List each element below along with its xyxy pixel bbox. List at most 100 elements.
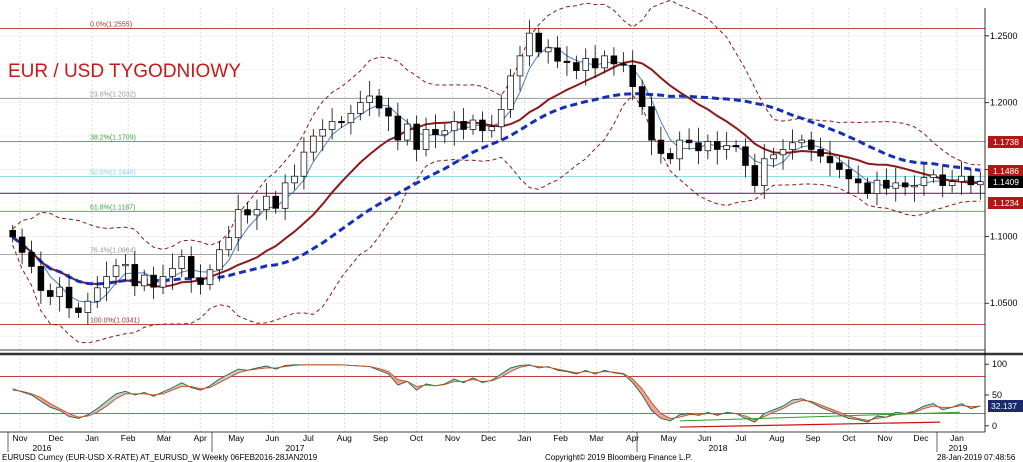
candle-body — [469, 119, 477, 130]
candle-body — [366, 95, 373, 104]
candle-body — [591, 58, 599, 69]
candle-body — [620, 63, 627, 66]
y-tick-label: 1.0500 — [990, 298, 1018, 308]
candle-body — [9, 229, 16, 238]
candle-body — [281, 182, 289, 209]
candle-body — [112, 265, 120, 277]
year-label: 2016 — [33, 443, 52, 453]
year-label: 2018 — [709, 443, 728, 453]
candle-body — [751, 165, 759, 186]
candle-body — [563, 60, 571, 63]
candle-body — [582, 58, 590, 71]
candle-body — [789, 142, 796, 150]
candle-body — [300, 151, 308, 177]
candle-body — [103, 276, 110, 289]
candle-body — [864, 182, 871, 194]
candle-body — [911, 185, 918, 188]
x-tick-label: Mar — [589, 433, 604, 443]
candle-body — [413, 123, 420, 150]
candle-body — [873, 179, 881, 194]
candle-body — [450, 121, 458, 132]
x-tick-label: Oct — [842, 433, 856, 443]
x-tick-label: Jan — [518, 433, 532, 443]
candle-body — [375, 95, 383, 109]
candle-body — [770, 154, 777, 160]
candle-body — [206, 269, 214, 285]
x-tick-label: Jun — [265, 433, 279, 443]
candle-body — [47, 290, 54, 297]
candle-body — [920, 177, 928, 186]
candle-body — [225, 237, 233, 251]
candle-body — [263, 195, 270, 210]
stoch-fill — [923, 403, 934, 409]
candle-body — [732, 145, 740, 148]
stoch-fill — [228, 369, 239, 378]
candle-body — [310, 135, 317, 153]
candle-body — [648, 106, 655, 141]
candle-body — [432, 129, 439, 136]
candle-body — [244, 209, 251, 216]
fib-label: 100.0%(1.0341) — [90, 317, 140, 324]
stoch-tag-label: 32.137 — [991, 401, 1017, 411]
candle-body — [234, 209, 242, 239]
candle-body — [253, 209, 261, 216]
candle-body — [977, 181, 984, 186]
stoch-fill — [764, 409, 774, 417]
stoch-tick-label: 50 — [992, 390, 1002, 400]
candle-body — [197, 277, 204, 285]
stoch-fill — [219, 374, 229, 383]
x-tick-label: Feb — [121, 433, 136, 443]
candle-body — [930, 174, 937, 178]
price-tag-label: 1.1234 — [993, 198, 1019, 208]
fib-label: 23.6%(1.2032) — [90, 91, 136, 98]
x-tick-label: Jun — [698, 433, 712, 443]
x-tick-label: Sep — [805, 433, 820, 443]
candle-body — [394, 115, 402, 141]
candle-body — [638, 86, 646, 108]
candle-body — [845, 169, 853, 180]
grid-lines — [0, 8, 985, 432]
candle-body — [667, 153, 674, 160]
stoch-fill — [501, 367, 511, 378]
chart-title: EUR / USD TYGODNIOWY — [8, 61, 241, 82]
stoch-fill — [642, 388, 652, 411]
stoch-fill — [773, 406, 784, 413]
stoch-tick-label: 0 — [992, 421, 997, 431]
candle-body — [901, 182, 909, 188]
candle-body — [939, 174, 946, 186]
candle-body — [798, 139, 806, 144]
candle-body — [150, 274, 157, 288]
price-tag-label: 1.1486 — [993, 166, 1019, 176]
candle-body — [807, 139, 815, 150]
candle-body — [573, 62, 580, 71]
candle-body — [704, 141, 712, 152]
candle-body — [385, 107, 392, 117]
candle-body — [826, 155, 834, 164]
stoch-trend-red — [679, 421, 941, 428]
candle-body — [507, 75, 514, 110]
candle-body — [629, 64, 636, 87]
stoch-trend-green — [679, 411, 961, 422]
x-tick-label: Sep — [373, 433, 388, 443]
candle-body — [216, 249, 223, 271]
y-tick-label: 1.2500 — [990, 31, 1018, 41]
bollinger-bands — [12, 0, 981, 344]
candle-body — [28, 252, 35, 267]
price-tag-box — [988, 176, 1023, 188]
candle-body — [187, 256, 195, 279]
candle-body — [291, 175, 298, 184]
candle-body — [122, 264, 129, 267]
x-tick-label: May — [228, 433, 245, 443]
candle-body — [460, 121, 467, 130]
candle-body — [554, 47, 561, 62]
stoch-tag-box — [988, 400, 1023, 413]
candle-body — [779, 149, 787, 156]
x-tick-label: Nov — [877, 433, 893, 443]
candle-body — [84, 300, 92, 313]
x-tick-label: Dec — [481, 433, 497, 443]
candle-body — [967, 175, 975, 186]
candle-body — [526, 32, 533, 57]
stoch-fill — [820, 404, 830, 412]
